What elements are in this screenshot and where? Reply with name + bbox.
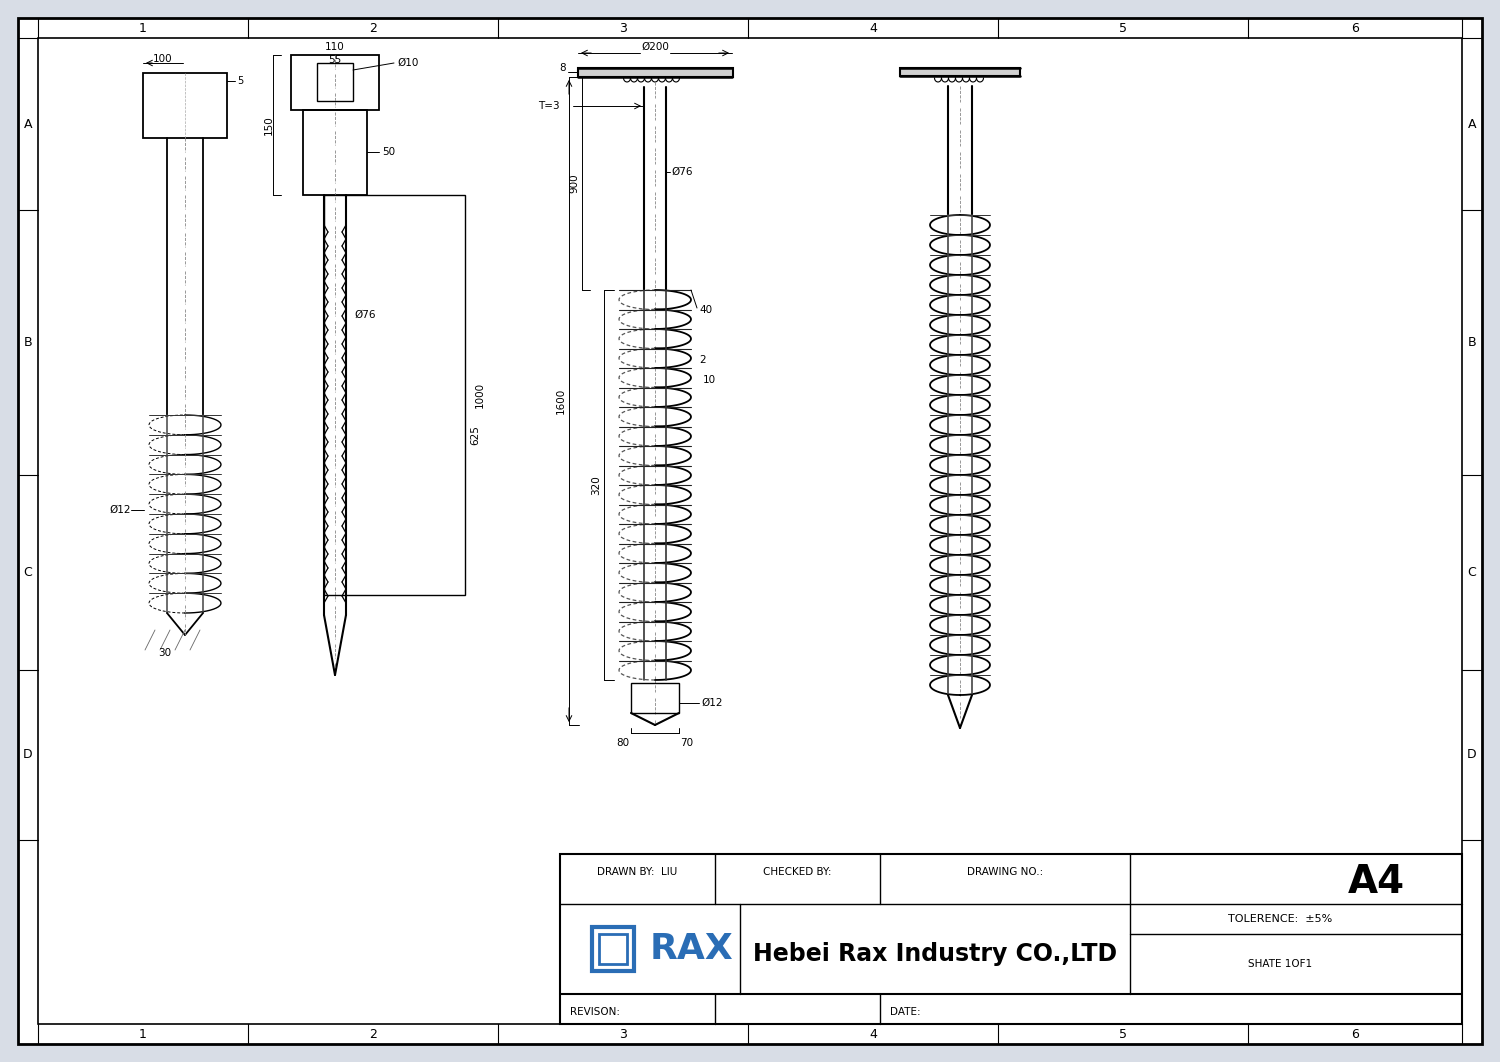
- Text: A4: A4: [1347, 863, 1404, 901]
- Text: 30: 30: [159, 648, 171, 658]
- Text: B: B: [1467, 336, 1476, 348]
- Text: 2: 2: [699, 355, 705, 365]
- Text: TOLERENCE:  ±5%: TOLERENCE: ±5%: [1228, 914, 1332, 924]
- Text: 1: 1: [140, 1028, 147, 1041]
- Text: 1600: 1600: [556, 388, 566, 414]
- Text: 40: 40: [699, 305, 712, 315]
- Bar: [578, 68, 734, 78]
- Text: 80: 80: [616, 738, 630, 748]
- Bar: [560, 854, 1462, 1024]
- Text: 5: 5: [1119, 1028, 1126, 1041]
- Text: 100: 100: [153, 54, 173, 64]
- Text: T=3: T=3: [538, 101, 560, 112]
- Text: 150: 150: [264, 115, 274, 135]
- Text: D: D: [1467, 749, 1478, 761]
- Text: Ø12: Ø12: [110, 506, 130, 515]
- Text: 5: 5: [1119, 21, 1126, 34]
- Text: 1000: 1000: [476, 382, 484, 408]
- Text: D: D: [22, 749, 33, 761]
- Text: Ø12: Ø12: [700, 698, 723, 708]
- Text: Ø200: Ø200: [640, 42, 669, 52]
- Text: 2: 2: [369, 1028, 376, 1041]
- Text: 900: 900: [568, 173, 579, 193]
- Text: 70: 70: [681, 738, 693, 748]
- Text: 110: 110: [326, 42, 345, 52]
- Text: 320: 320: [591, 475, 602, 495]
- Text: 4: 4: [868, 1028, 877, 1041]
- Text: CHECKED BY:: CHECKED BY:: [762, 867, 831, 877]
- Bar: [142, 73, 226, 138]
- Text: 50: 50: [382, 147, 394, 157]
- Bar: [900, 68, 1020, 76]
- Bar: [324, 195, 465, 595]
- Text: 2: 2: [369, 21, 376, 34]
- Text: 6: 6: [1352, 21, 1359, 34]
- Text: 3: 3: [620, 1028, 627, 1041]
- Text: Ø76: Ø76: [354, 310, 375, 320]
- Text: REVISON:: REVISON:: [570, 1007, 620, 1017]
- Bar: [598, 933, 627, 964]
- Bar: [316, 63, 352, 101]
- Text: B: B: [24, 336, 33, 348]
- Text: 4: 4: [868, 21, 877, 34]
- Bar: [592, 927, 634, 971]
- Text: Ø76: Ø76: [670, 167, 693, 177]
- Text: C: C: [1467, 565, 1476, 579]
- Text: A: A: [24, 118, 33, 131]
- Text: 8: 8: [560, 63, 566, 73]
- Text: 5: 5: [237, 76, 243, 86]
- Text: 625: 625: [470, 425, 480, 445]
- Bar: [632, 683, 680, 713]
- Text: RAX: RAX: [650, 932, 734, 966]
- Text: 55: 55: [328, 55, 342, 65]
- Text: DATE:: DATE:: [890, 1007, 921, 1017]
- Text: DRAWING NO.:: DRAWING NO.:: [968, 867, 1042, 877]
- Text: 1: 1: [140, 21, 147, 34]
- Text: SHATE 1OF1: SHATE 1OF1: [1248, 959, 1312, 969]
- Text: 6: 6: [1352, 1028, 1359, 1041]
- Text: 3: 3: [620, 21, 627, 34]
- Bar: [291, 55, 380, 110]
- Text: Hebei Rax Industry CO.,LTD: Hebei Rax Industry CO.,LTD: [753, 942, 1118, 966]
- Text: 10: 10: [704, 375, 716, 386]
- Bar: [303, 110, 368, 195]
- Text: A: A: [1467, 118, 1476, 131]
- Text: C: C: [24, 565, 33, 579]
- Text: Ø10: Ø10: [398, 58, 418, 68]
- Text: DRAWN BY:  LIU: DRAWN BY: LIU: [597, 867, 676, 877]
